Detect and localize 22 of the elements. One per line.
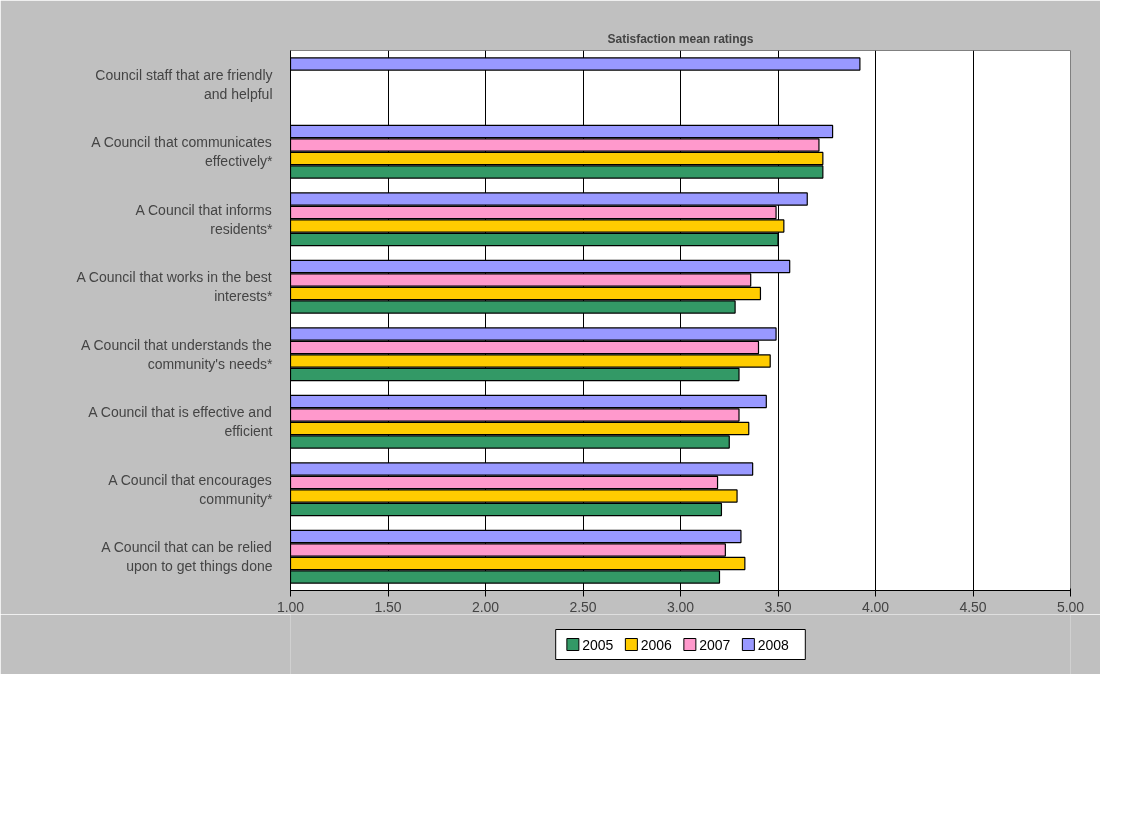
x-tick-label: 5.00 [1056,598,1085,615]
x-tick-label: 3.00 [666,598,695,615]
y-tick-label: A Council that encourages community* [108,471,274,507]
y-tick-label: A Council that is effective and efficient [88,404,273,440]
x-tick-label: 1.50 [374,598,402,615]
y-tick-label: A Council that informs residents* [135,201,274,237]
y-tick-label: A Council that works in the best interests* [76,269,274,305]
x-tick-label: 1.00 [276,598,305,615]
y-tick-label: Council staff that are friendly and helpful [95,66,273,102]
legend-label: 2006 [640,636,673,653]
y-tick-label: A Council that communicates effectively* [91,134,274,170]
x-tick-label: 3.50 [764,598,792,615]
chart-title: Satisfaction mean ratings [607,31,754,46]
x-tick-label: 4.00 [861,598,890,615]
y-tick-label: A Council that can be relied upon to get things done [101,539,273,575]
x-tick-label: 4.50 [959,598,987,615]
legend-label: 2005 [582,636,614,653]
legend-label: 2008 [757,636,790,653]
x-tick-label: 2.50 [569,598,597,615]
y-tick-label: A Council that understands the community's needs* [81,336,274,372]
x-tick-label: 2.00 [471,598,500,615]
legend-label: 2007 [699,636,731,653]
